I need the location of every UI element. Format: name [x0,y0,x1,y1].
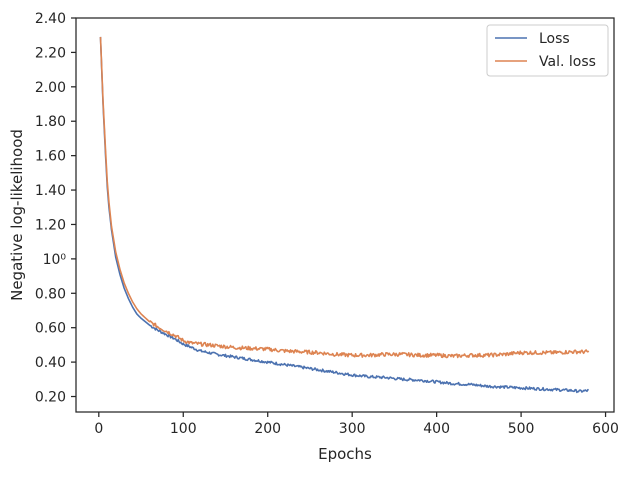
x-tick-label: 500 [508,421,535,437]
y-tick-label: 2.40 [35,11,66,27]
x-tick-label: 300 [339,421,366,437]
y-axis-title: Negative log-likelihood [8,129,26,301]
x-tick-label: 100 [170,421,197,437]
series-layer [99,36,590,394]
legend: Loss Val. loss [486,24,609,77]
x-tick-label: 200 [254,421,281,437]
x-tick-label: 400 [423,421,450,437]
y-tick-label: 0.40 [35,355,66,371]
y-tick-label: 0.20 [35,390,66,406]
y-tick-label: 10⁰ [43,252,67,268]
plot-background [76,18,614,412]
y-tick-label: 2.00 [35,80,66,96]
y-tick-label: 2.20 [35,45,66,61]
y-tick-label: 0.80 [35,286,66,302]
y-tick-label: 1.20 [35,217,66,233]
x-tick-label: 0 [94,421,103,437]
legend-label-loss: Loss [539,31,570,47]
y-tick-label: 1.60 [35,149,66,165]
series-line-loss [99,36,589,394]
y-tick-label: 0.60 [35,321,66,337]
series-line-val-loss [99,36,590,359]
legend-label-val-loss: Val. loss [539,54,596,70]
y-tick-label: 1.40 [35,183,66,199]
plot-frame [75,17,615,413]
y-tick-label: 1.80 [35,114,66,130]
x-tick-label: 600 [592,421,619,437]
axis-layer: 0 100 200 300 400 500 600 0.20 0.40 0.60 0.80 10⁰ 1.… [35,11,619,437]
x-axis-title: Epochs [318,445,372,463]
